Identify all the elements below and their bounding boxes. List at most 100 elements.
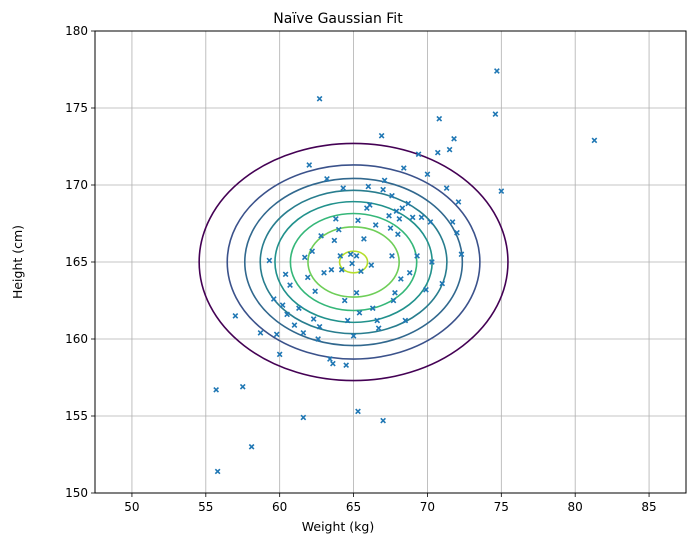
scatter-point — [232, 313, 239, 319]
scatter-point — [318, 232, 324, 239]
scatter-point — [309, 248, 316, 255]
scatter-point — [300, 329, 307, 336]
scatter-point — [330, 360, 336, 367]
scatter-point — [389, 192, 395, 199]
scatter-point — [498, 188, 505, 195]
scatter-point — [332, 216, 339, 222]
scatter-point — [458, 251, 465, 258]
scatter-point — [273, 331, 280, 338]
scatter-point — [424, 171, 431, 178]
scatter-point — [331, 237, 338, 244]
scatter-point — [395, 231, 401, 238]
y-tick-label: 155 — [65, 409, 88, 423]
scatter-point — [406, 269, 413, 276]
axis-ticks: 50 55 60 65 70 75 80 85 150 155 160 165 170 175 180 — [65, 24, 657, 514]
contour-line — [307, 226, 400, 298]
scatter-point — [443, 185, 450, 191]
scatter-point — [439, 280, 446, 287]
scatter-point — [257, 329, 264, 336]
scatter-point — [291, 322, 298, 329]
scatter-point — [423, 286, 429, 293]
scatter-point — [344, 317, 351, 324]
scatter-point — [312, 288, 319, 295]
contour-line — [289, 212, 418, 312]
scatter-point — [341, 297, 348, 304]
scatter-point — [436, 115, 443, 122]
scatter-point — [372, 222, 379, 228]
scatter-point — [343, 362, 350, 369]
scatter-point — [213, 386, 220, 393]
scatter-point — [399, 205, 406, 211]
y-axis-label: Height (cm) — [10, 225, 25, 299]
scatter-point — [316, 95, 323, 102]
scatter-point — [248, 443, 255, 450]
scatter-point — [353, 289, 360, 296]
x-tick-label: 60 — [272, 500, 287, 514]
scatter-point — [356, 309, 363, 316]
scatter-point — [451, 135, 457, 142]
scatter-point — [390, 297, 397, 304]
scatter-point — [400, 165, 407, 171]
scatter-point — [494, 68, 500, 74]
scatter-point — [369, 305, 376, 312]
contour-line — [259, 189, 448, 335]
contour-line — [198, 142, 509, 382]
contour-line — [226, 164, 481, 360]
chart-title: Naïve Gaussian Fit — [273, 11, 403, 27]
y-tick-label: 150 — [65, 486, 88, 500]
scatter-point — [300, 414, 307, 421]
scatter-point — [449, 219, 456, 225]
scatter-point — [287, 282, 293, 288]
x-tick-label: 80 — [568, 500, 583, 514]
scatter-point — [296, 305, 302, 312]
scatter-point — [324, 175, 330, 182]
scatter-point — [378, 132, 385, 139]
scatter-point — [397, 276, 404, 282]
scatter-point — [434, 149, 441, 156]
scatter-point — [327, 356, 333, 362]
x-tick-label: 50 — [124, 500, 139, 514]
scatter-point — [310, 316, 317, 322]
scatter-point — [393, 208, 400, 215]
scatter-point — [270, 296, 277, 302]
scatter-point — [591, 137, 598, 144]
scatter-point — [353, 252, 360, 259]
scatter-point — [301, 254, 308, 261]
scatter-point — [321, 269, 327, 276]
scatter-point — [409, 214, 416, 221]
x-axis-label: Weight (kg) — [302, 519, 374, 534]
scatter-point — [402, 317, 409, 324]
scatter-point — [368, 262, 375, 268]
scatter-point — [350, 333, 357, 339]
contour-line — [338, 250, 369, 274]
x-tick-label: 70 — [420, 500, 435, 514]
scatter-point — [396, 216, 403, 222]
scatter-point — [355, 408, 361, 415]
scatter-point — [454, 229, 460, 236]
scatter-point — [429, 259, 435, 265]
contour-lines — [198, 142, 509, 382]
scatter-point — [279, 302, 286, 308]
scatter-point — [361, 236, 367, 242]
scatter-point — [340, 185, 347, 191]
scatter-point — [306, 162, 313, 168]
scatter-point — [380, 186, 386, 193]
scatter-point — [374, 317, 381, 324]
scatter-point — [284, 311, 290, 318]
scatter-point — [347, 251, 354, 258]
scatter-point — [381, 177, 388, 184]
scatter-point — [455, 199, 462, 205]
scatter-point — [365, 183, 372, 190]
x-tick-label: 55 — [198, 500, 213, 514]
scatter-point — [304, 274, 311, 281]
scatter-point — [415, 151, 422, 158]
scatter-point — [375, 325, 382, 332]
scatter-point — [358, 268, 364, 275]
scatter-point — [276, 351, 283, 358]
scatter-point — [389, 252, 395, 259]
gridlines — [95, 30, 686, 494]
y-tick-label: 160 — [65, 332, 88, 346]
y-tick-label: 175 — [65, 101, 88, 115]
scatter-point — [266, 257, 273, 264]
